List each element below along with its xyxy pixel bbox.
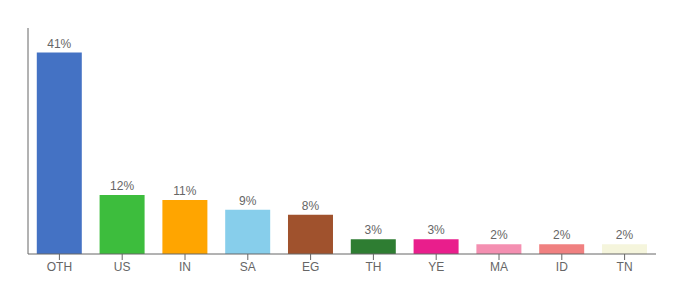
svg-text:MA: MA [490, 260, 508, 274]
svg-text:3%: 3% [427, 223, 445, 237]
svg-text:3%: 3% [365, 223, 383, 237]
svg-text:TN: TN [617, 260, 633, 274]
svg-text:YE: YE [428, 260, 444, 274]
svg-text:9%: 9% [239, 194, 257, 208]
svg-text:2%: 2% [553, 228, 571, 242]
svg-text:8%: 8% [302, 199, 320, 213]
svg-text:SA: SA [240, 260, 256, 274]
svg-text:TH: TH [365, 260, 381, 274]
svg-text:EG: EG [302, 260, 319, 274]
svg-text:12%: 12% [110, 179, 134, 193]
svg-text:41%: 41% [47, 37, 71, 51]
svg-text:IN: IN [179, 260, 191, 274]
svg-text:OTH: OTH [47, 260, 72, 274]
svg-text:ID: ID [556, 260, 568, 274]
svg-text:US: US [114, 260, 131, 274]
svg-text:2%: 2% [616, 228, 634, 242]
svg-text:11%: 11% [173, 184, 196, 198]
svg-text:2%: 2% [490, 228, 508, 242]
